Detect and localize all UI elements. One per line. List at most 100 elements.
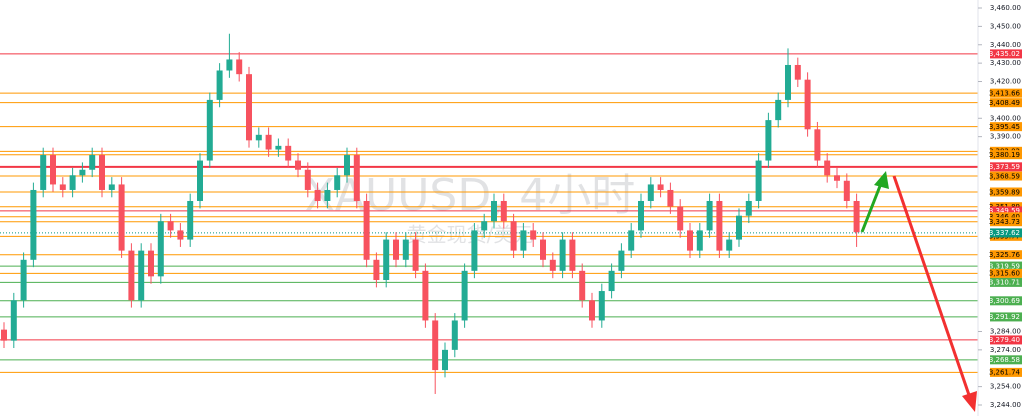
y-tick-label: 3,460.00 <box>990 4 1021 12</box>
candle-body <box>148 250 154 277</box>
candle-body <box>187 200 194 240</box>
candle-body <box>814 129 821 161</box>
level-label-box <box>990 206 1022 216</box>
candle-body <box>716 200 723 251</box>
candle-body <box>285 145 292 161</box>
level-label: 3,368.59 <box>989 172 1020 180</box>
candle-body <box>128 250 135 301</box>
candle-body <box>530 230 537 240</box>
candle-body <box>226 59 233 71</box>
level-label: 3,279.40 <box>989 336 1020 344</box>
candle-body <box>108 184 115 190</box>
arrows <box>860 171 977 412</box>
level-label-box <box>990 162 1022 172</box>
candle-body <box>246 74 252 141</box>
level-label: 3,373.59 <box>989 163 1020 171</box>
level-label: 3,408.49 <box>989 99 1020 107</box>
candle-body <box>236 59 243 75</box>
candle-body <box>510 221 517 251</box>
level-label: 3,337.62 <box>989 229 1020 237</box>
candle-body <box>79 169 86 176</box>
candle-body <box>706 200 713 231</box>
candle-body <box>461 270 468 321</box>
candle-body <box>549 259 556 271</box>
candle-body <box>99 155 105 190</box>
level-label-box <box>990 212 1022 222</box>
level-label: 3,380.19 <box>989 151 1020 159</box>
level-label-box <box>990 277 1022 287</box>
candle-body <box>324 189 331 201</box>
candle-body <box>745 200 752 216</box>
level-label-box <box>990 355 1022 365</box>
y-tick-label: 3,400.00 <box>990 114 1021 122</box>
candle-body <box>197 160 203 201</box>
level-label: 3,268.58 <box>989 356 1020 364</box>
y-tick-label: 3,284.00 <box>990 327 1021 335</box>
candle-body <box>451 320 458 350</box>
up-arrow-shaft <box>860 185 882 233</box>
candle-body <box>785 64 791 100</box>
candle-body <box>167 221 174 231</box>
candle-body <box>157 221 164 277</box>
candle-body <box>794 64 801 80</box>
candle-body <box>471 230 478 271</box>
candle-body <box>295 160 301 170</box>
level-label: 3,325.76 <box>989 251 1021 259</box>
candle-body <box>412 239 419 271</box>
candle-body <box>638 200 644 231</box>
y-tick-label: 3,254.00 <box>990 383 1021 391</box>
y-tick-label: 3,430.00 <box>990 59 1021 67</box>
level-label: 3,315.60 <box>989 270 1020 278</box>
candle-body <box>696 230 703 251</box>
candle-body <box>69 175 76 190</box>
candle-body <box>559 239 566 271</box>
level-label: 3,261.74 <box>989 369 1021 377</box>
y-tick-label: 3,440.00 <box>990 41 1021 49</box>
candles <box>1 33 860 394</box>
candle-body <box>30 189 37 260</box>
candle-body <box>589 300 595 321</box>
candle-body <box>40 155 47 190</box>
candle-body <box>481 221 488 231</box>
level-label: 3,349.59 <box>989 207 1020 215</box>
candle-body <box>667 189 674 207</box>
candle-body <box>579 270 586 301</box>
candle-body <box>344 155 350 176</box>
level-label-box <box>990 88 1022 98</box>
level-label: 3,291.92 <box>989 313 1020 321</box>
candle-body <box>255 134 262 141</box>
candle-body <box>1 329 7 341</box>
candle-body <box>393 239 399 260</box>
candle-body <box>843 180 850 201</box>
candle-body <box>540 239 546 260</box>
candle-body <box>89 155 96 170</box>
level-label: 3,435.02 <box>989 50 1020 58</box>
level-label: 3,300.69 <box>989 297 1020 305</box>
level-label-box <box>990 98 1022 108</box>
level-label-box <box>990 122 1022 132</box>
candle-body <box>687 230 693 251</box>
candle-body <box>647 184 654 201</box>
candle-body <box>491 200 497 222</box>
y-tick-label: 3,450.00 <box>990 22 1021 30</box>
candle-body <box>618 250 625 271</box>
price-axis: 3,460.00 3,450.00 3,440.00 3,430.00 3,420.00… <box>978 4 1022 409</box>
candle-body <box>363 200 370 260</box>
down-arrow-head <box>962 391 977 412</box>
level-label: 3,359.89 <box>989 188 1020 196</box>
y-tick-label: 3,244.00 <box>990 401 1021 409</box>
candle-body <box>608 270 615 292</box>
candle-body <box>177 230 184 240</box>
candle-body <box>432 320 439 371</box>
candle-body <box>265 134 272 150</box>
level-label-box <box>990 217 1022 227</box>
candle-body <box>677 206 684 231</box>
candle-body <box>353 155 360 201</box>
candle-body <box>383 239 390 281</box>
candle-body <box>657 184 664 190</box>
candle-body <box>765 120 772 161</box>
candle-body <box>736 215 742 240</box>
level-label: 3,343.73 <box>989 218 1020 226</box>
level-label-box <box>990 171 1022 181</box>
